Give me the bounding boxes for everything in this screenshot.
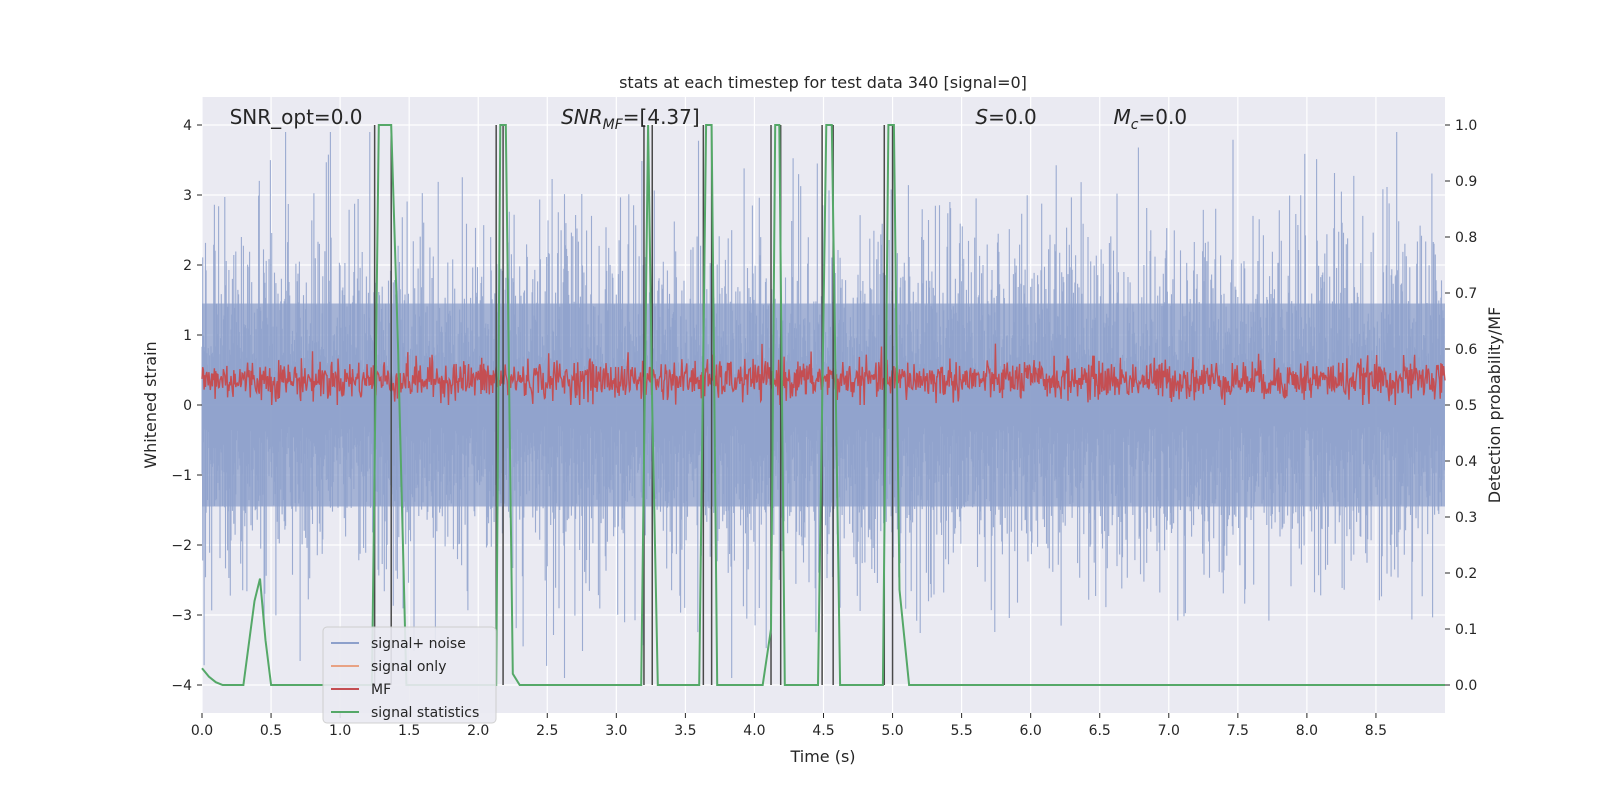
chart-title: stats at each timestep for test data 340… (619, 73, 1027, 92)
x-tick-label: 3.5 (674, 723, 696, 739)
y-right-tick-label: 0.9 (1455, 174, 1477, 190)
legend: signal+ noise signal only MF signal statist… (322, 626, 497, 724)
legend-label: MF (371, 682, 391, 698)
x-tick-label: 2.0 (467, 723, 489, 739)
x-tick-label: 7.5 (1227, 723, 1249, 739)
y-tick-label: −3 (171, 608, 192, 624)
x-tick-label: 4.5 (812, 723, 834, 739)
x-tick-label: 8.0 (1296, 723, 1318, 739)
y-tick-label: −2 (171, 538, 192, 554)
y-tick-label: −1 (171, 468, 192, 484)
annotation-label: SNRMF=[4.37] (561, 105, 700, 133)
x-tick-label: 6.5 (1089, 723, 1111, 739)
y-right-tick-label: 0.7 (1455, 286, 1477, 302)
annotations: SNR_opt=0.0 SNRMF=[4.37] S=0.0 Mc=0.0 (230, 105, 1187, 133)
legend-label: signal+ noise (371, 636, 466, 652)
annotation-label: SNR_opt=0.0 (230, 105, 363, 129)
y-right-tick-label: 0.3 (1455, 510, 1477, 526)
y-right-tick-label: 0.0 (1455, 678, 1477, 694)
signal-statistics-line (201, 124, 1445, 686)
y-right-tick-label: 0.6 (1455, 342, 1477, 358)
x-tick-label: 5.5 (950, 723, 972, 739)
y-tick-label: 2 (183, 258, 192, 274)
y-tick-label: 4 (183, 118, 192, 134)
y-right-tick-label: 0.8 (1455, 230, 1477, 246)
x-tick-label: 0.5 (260, 723, 282, 739)
y-right-tick-label: 0.1 (1455, 622, 1477, 638)
annotation-label: S=0.0 (975, 105, 1036, 129)
x-tick-label: 5.0 (881, 723, 903, 739)
x-tick-label: 1.5 (398, 723, 420, 739)
y-right-tick-label: 0.2 (1455, 566, 1477, 582)
x-axis-label: Time (s) (789, 747, 855, 766)
y-axis-right-label: Detection probability/MF (1485, 307, 1504, 504)
y-axis-label: Whitened strain (141, 341, 160, 468)
signal-statistics-series (201, 124, 1445, 686)
y-right-tick-label: 0.5 (1455, 398, 1477, 414)
x-tick-label: 2.5 (536, 723, 558, 739)
x-tick-label: 4.0 (743, 723, 765, 739)
y-tick-label: −4 (171, 678, 192, 694)
x-tick-label: 3.0 (605, 723, 627, 739)
y-tick-label: 1 (183, 328, 192, 344)
annotation-label: Mc=0.0 (1114, 105, 1188, 133)
y-right-tick-label: 1.0 (1455, 118, 1477, 134)
y-tick-label: 3 (183, 188, 192, 204)
x-tick-label: 7.0 (1158, 723, 1180, 739)
legend-label: signal statistics (371, 705, 479, 721)
legend-box (322, 626, 497, 724)
y-right-tick-label: 0.4 (1455, 454, 1477, 470)
legend-label: signal only (371, 659, 446, 675)
x-tick-label: 1.0 (329, 723, 351, 739)
axes: 0.0 0.5 1.0 1.5 2.0 2.5 3.0 3.5 4.0 4.5 5.0 5.5 6.0 6… (171, 118, 1477, 739)
x-tick-label: 8.5 (1365, 723, 1387, 739)
x-tick-label: 0.0 (191, 723, 213, 739)
x-tick-label: 6.0 (1020, 723, 1042, 739)
y-tick-label: 0 (183, 398, 192, 414)
